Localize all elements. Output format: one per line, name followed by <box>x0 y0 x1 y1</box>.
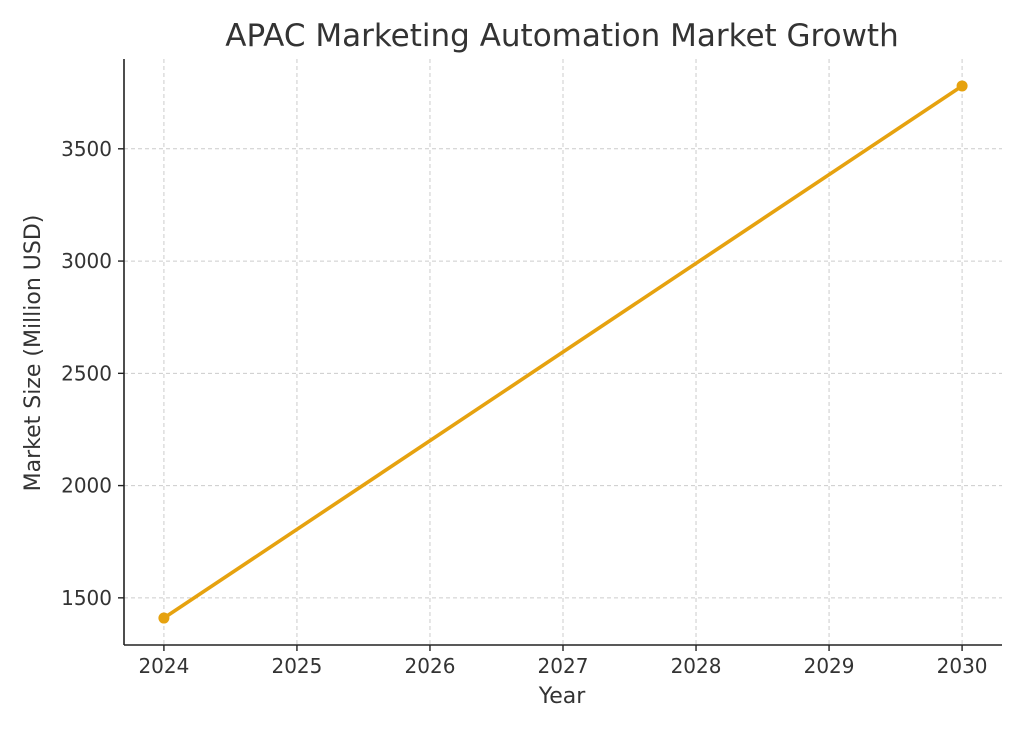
series-layer <box>158 80 968 624</box>
x-tick-label: 2026 <box>405 654 456 678</box>
y-axis-label: Market Size (Million USD) <box>21 215 46 492</box>
y-tick-label: 3500 <box>61 137 112 161</box>
x-tick-label: 2029 <box>804 654 855 678</box>
x-tick-label: 2025 <box>271 654 322 678</box>
x-tick-label: 2024 <box>138 654 189 678</box>
y-tick-label: 3000 <box>61 249 112 273</box>
data-point-marker <box>158 612 170 624</box>
chart-title: APAC Marketing Automation Market Growth <box>225 18 898 54</box>
axes: 2024 2025 2026 2027 2028 2029 2030 1500 2000 2500… <box>61 59 1002 678</box>
data-point-marker <box>956 80 968 92</box>
x-tick-label: 2027 <box>538 654 589 678</box>
series-line <box>162 84 964 620</box>
y-tick-label: 2500 <box>61 361 112 385</box>
y-tick-label: 1500 <box>61 586 112 610</box>
x-axis-label: Year <box>538 684 587 709</box>
grid <box>124 59 1002 645</box>
x-tick-label: 2028 <box>671 654 722 678</box>
y-tick-label: 2000 <box>61 474 112 498</box>
x-tick-label: 2030 <box>937 654 988 678</box>
